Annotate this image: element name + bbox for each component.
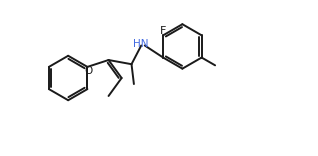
Text: F: F xyxy=(160,26,167,36)
Text: HN: HN xyxy=(133,39,148,49)
Text: O: O xyxy=(84,66,92,76)
